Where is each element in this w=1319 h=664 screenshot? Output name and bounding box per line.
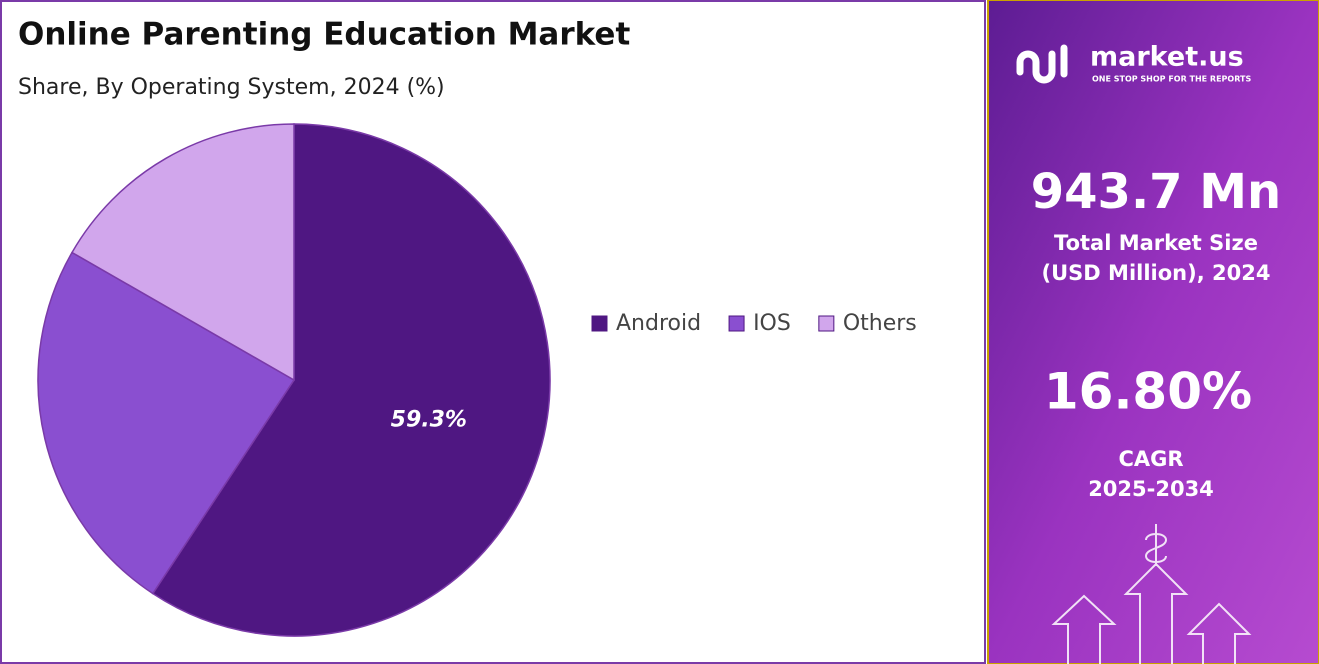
legend-label: Others [843,311,917,336]
cagr-label: CAGR [1118,447,1183,471]
brand: market.us ONE STOP SHOP FOR THE REPORTS [1016,42,1251,84]
pie-slice [37,251,296,595]
legend-label: IOS [753,311,791,336]
growth-arrows [1051,524,1252,664]
pie: 59.3% [37,123,551,637]
cagr-value: 16.80% [1044,363,1252,421]
legend-label: Android [616,311,701,336]
chart-title: Online Parenting Education Market [18,17,630,53]
legend-swatch [728,315,745,332]
market-size-label: (USD Million), 2024 [1042,261,1271,285]
pie-slice [151,123,551,637]
side-panel [987,0,1319,664]
pie-slice [71,123,295,382]
logo [1016,44,1068,84]
chart-subtitle: Share, By Operating System, 2024 (%) [18,75,445,100]
cagr-period: 2025-2034 [1088,477,1214,501]
brand-name: market.us [1090,42,1244,73]
legend: Android IOS Others [591,311,917,336]
market-size-label: Total Market Size [1054,231,1258,255]
data-label: 59.3% [391,408,467,433]
legend-swatch [818,315,835,332]
brand-tagline: ONE STOP SHOP FOR THE REPORTS [1092,75,1251,84]
legend-swatch [591,315,608,332]
market-size: 943.7 Mn [1031,164,1281,220]
